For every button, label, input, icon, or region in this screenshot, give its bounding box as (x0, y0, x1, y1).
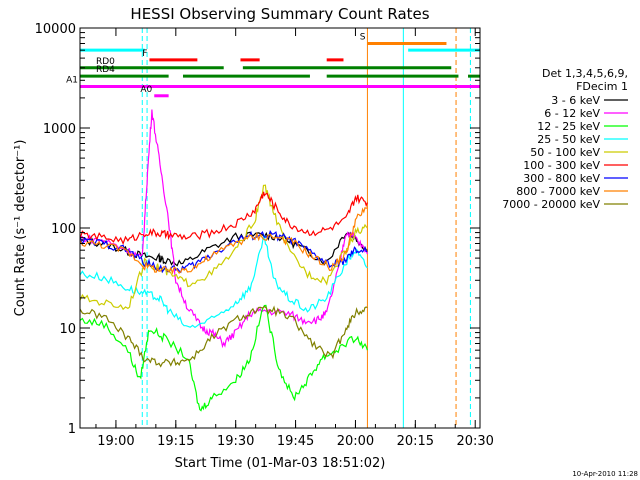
date-stamp: 10-Apr-2010 11:28 (572, 470, 638, 478)
series-line-5 (80, 191, 368, 246)
legend-entry-8: 7000 - 20000 keV (502, 198, 600, 211)
x-tick-label-2: 19:30 (217, 434, 254, 449)
x-tick-label-6: 20:30 (456, 434, 493, 449)
flag-label-4: RD4 (96, 65, 115, 75)
series-line-4 (80, 184, 368, 311)
x-tick-label-4: 20:00 (337, 434, 374, 449)
x-tick-label-0: 19:00 (97, 434, 134, 449)
series-line-8 (80, 305, 368, 368)
series-line-7 (80, 207, 368, 275)
y-tick-label-1: 10 (59, 322, 76, 337)
flag-label-2: S (360, 32, 366, 42)
flag-label-3: RD0 (96, 57, 115, 67)
y-tick-label-3: 1000 (43, 122, 76, 137)
legend-entry-4: 50 - 100 keV (530, 146, 600, 159)
series-line-0 (80, 231, 368, 267)
legend-entry-1: 6 - 12 keV (544, 107, 600, 120)
legend-entry-7: 800 - 7000 keV (516, 185, 600, 198)
y-tick-label-0: 1 (68, 422, 76, 437)
legend-header-1: FDecim 1 (576, 80, 628, 93)
y-tick-label-2: 100 (51, 222, 76, 237)
series-line-3 (80, 234, 368, 329)
flag-label-1: F (142, 49, 147, 59)
x-tick-label-5: 20:15 (397, 434, 434, 449)
legend-entry-0: 3 - 6 keV (551, 94, 600, 107)
y-tick-label-4: 10000 (35, 22, 76, 37)
x-tick-label-1: 19:15 (157, 434, 194, 449)
x-axis: 19:00 19:15 19:30 19:45 20:00 20:15 20:30 (95, 28, 494, 449)
legend-entry-2: 12 - 25 keV (537, 120, 600, 133)
y-axis-label: Count Rate (s⁻¹ detector⁻¹) (13, 140, 28, 317)
flag-label-6: A0 (140, 85, 152, 95)
y-axis: 1 10 100 1000 10000 (35, 22, 480, 437)
series-line-1 (80, 109, 368, 349)
legend-entry-5: 100 - 300 keV (523, 159, 600, 172)
legend-entry-6: 300 - 800 keV (523, 172, 600, 185)
legend-entry-3: 25 - 50 keV (537, 133, 600, 146)
legend-header-0: Det 1,3,4,5,6,9, (542, 67, 628, 80)
x-axis-label: Start Time (01-Mar-03 18:51:02) (175, 456, 386, 471)
chart-title: HESSI Observing Summary Count Rates (130, 5, 429, 23)
series-line-2 (80, 304, 368, 412)
flag-label-5: A1 (66, 76, 78, 86)
plot-content (80, 28, 480, 428)
x-tick-label-3: 19:45 (277, 434, 314, 449)
